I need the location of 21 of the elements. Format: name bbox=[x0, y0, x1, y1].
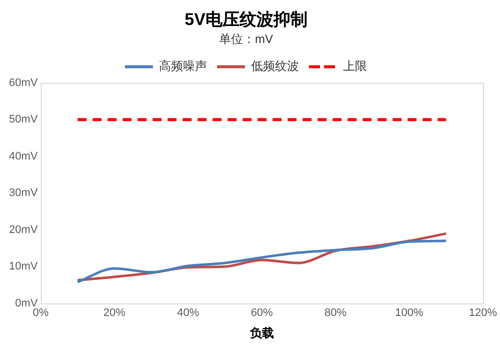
chart-title: 5V电压纹波抑制 bbox=[184, 10, 308, 29]
x-tick-label: 0% bbox=[32, 307, 49, 320]
legend-label: 高频噪声 bbox=[159, 59, 207, 74]
y-tick-label: 40mV bbox=[8, 150, 38, 162]
line-series bbox=[76, 240, 448, 284]
y-tick-label: 60mV bbox=[8, 76, 38, 89]
y-tick-label: 50mV bbox=[8, 114, 38, 126]
x-tick-label: 60% bbox=[250, 307, 274, 320]
y-tick-label: 0mV bbox=[15, 297, 38, 310]
x-tick-label: 40% bbox=[177, 307, 200, 320]
x-tick-label: 120% bbox=[468, 307, 498, 320]
chart-subtitle: 单位：mV bbox=[219, 32, 273, 46]
x-axis-title: 负载 bbox=[248, 326, 274, 340]
x-tick-label: 20% bbox=[103, 307, 126, 320]
x-tick-label: 100% bbox=[395, 307, 424, 320]
y-tick-label: 10mV bbox=[8, 260, 38, 273]
legend-label: 上限 bbox=[343, 59, 367, 74]
y-tick-label: 20mV bbox=[8, 224, 38, 236]
y-tick-label: 30mV bbox=[8, 187, 38, 200]
legend-label: 低频纹波 bbox=[251, 59, 299, 74]
x-tick-label: 80% bbox=[324, 307, 347, 320]
